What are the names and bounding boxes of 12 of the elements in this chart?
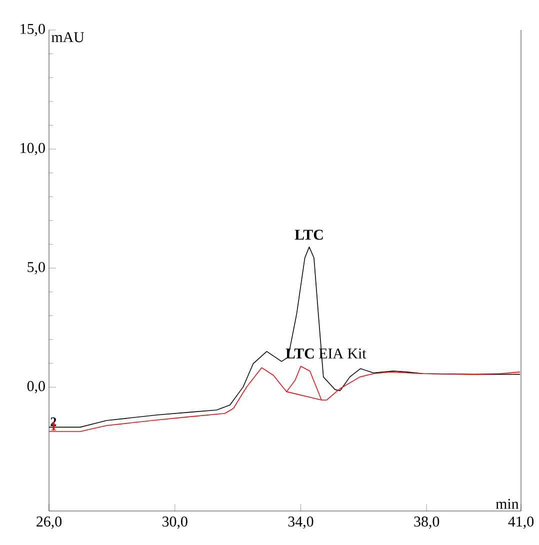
y-axis-title: mAU [52, 32, 84, 42]
y-tick-label: 10,0 [20, 142, 45, 156]
x-tick-label: 30,0 [162, 516, 188, 529]
x-tick-label: 41,0 [508, 516, 534, 529]
x-tick-label: 34,0 [288, 516, 314, 529]
y-tick-label: 15,0 [20, 24, 45, 36]
x-axis-title: min [496, 498, 519, 509]
x-tick-label: 38,0 [414, 516, 440, 529]
y-tick-label: 0,0 [27, 381, 45, 394]
y-tick-label: 5,0 [28, 262, 45, 274]
annotation: LTC [294, 230, 323, 240]
x-tick-label: 26,0 [36, 516, 62, 529]
